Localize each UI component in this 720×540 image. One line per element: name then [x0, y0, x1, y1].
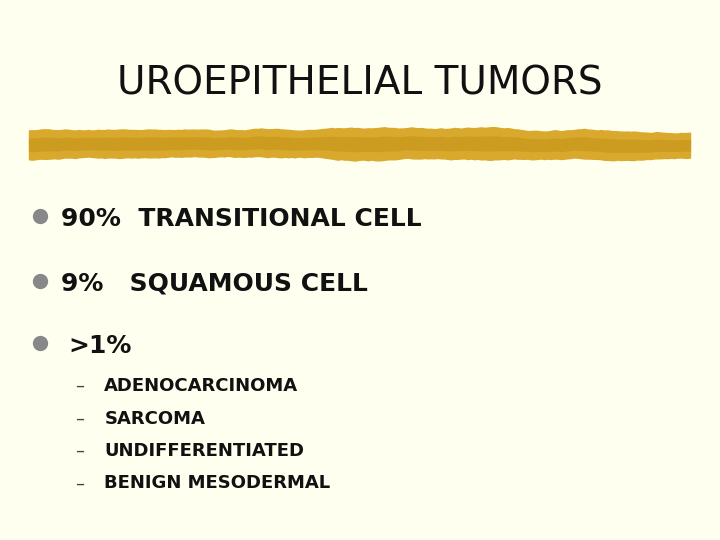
- Text: 9%   SQUAMOUS CELL: 9% SQUAMOUS CELL: [61, 272, 368, 295]
- Text: ADENOCARCINOMA: ADENOCARCINOMA: [104, 377, 299, 395]
- Text: –: –: [76, 409, 85, 428]
- Text: –: –: [76, 474, 85, 492]
- Text: >1%: >1%: [68, 334, 132, 357]
- Text: UROEPITHELIAL TUMORS: UROEPITHELIAL TUMORS: [117, 65, 603, 103]
- Text: 90%  TRANSITIONAL CELL: 90% TRANSITIONAL CELL: [61, 207, 422, 231]
- Text: BENIGN MESODERMAL: BENIGN MESODERMAL: [104, 474, 330, 492]
- Polygon shape: [29, 136, 691, 153]
- Polygon shape: [29, 127, 691, 161]
- Text: –: –: [76, 442, 85, 460]
- Text: UNDIFFERENTIATED: UNDIFFERENTIATED: [104, 442, 305, 460]
- Text: SARCOMA: SARCOMA: [104, 409, 205, 428]
- Text: –: –: [76, 377, 85, 395]
